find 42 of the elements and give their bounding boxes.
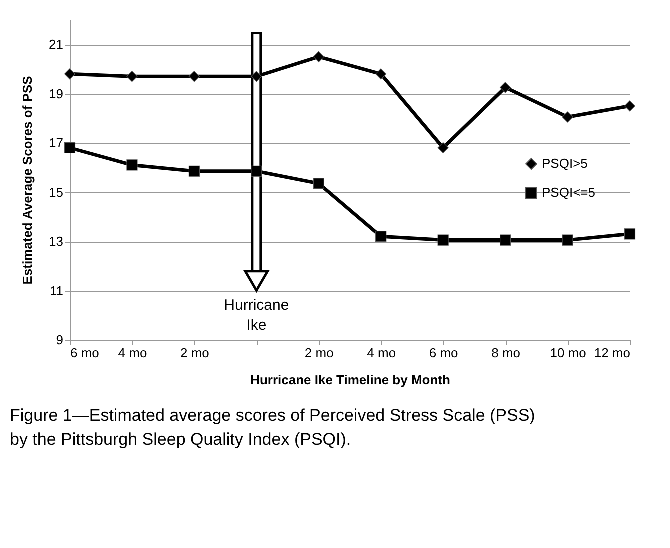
y-tick-label: 19 <box>49 86 64 102</box>
y-tick-label: 17 <box>49 136 64 151</box>
point <box>438 142 449 154</box>
point <box>376 231 387 242</box>
y-tick-label: 11 <box>50 283 64 298</box>
legend-label: PSQI>5 <box>542 156 588 172</box>
point <box>188 166 200 177</box>
point <box>64 68 76 80</box>
point <box>313 178 324 190</box>
x-tick-label: 8 mo <box>492 346 521 360</box>
point <box>624 100 636 112</box>
x-tick-label: 6 mo <box>429 346 458 360</box>
x-tick-label: 4 mo <box>367 346 396 360</box>
point <box>313 51 324 62</box>
y-axis-title: Estimated Average Scores of PSS <box>20 76 36 285</box>
point <box>500 82 512 94</box>
caption: Figure 1—Estimated average scores of Perceived Stress Scale (PSS) by the Pittsburgh Sleep Quality Index (PSQI). <box>10 406 536 449</box>
point <box>188 71 200 82</box>
point <box>251 71 262 82</box>
y-tick-label: 21 <box>49 37 64 52</box>
y-tick-label: 9 <box>56 332 64 348</box>
point <box>624 228 636 240</box>
x-tick-label: 4 mo <box>118 346 148 360</box>
point <box>126 160 138 171</box>
y-tick-label: 13 <box>49 234 64 250</box>
y-tick-label: 15 <box>49 184 64 200</box>
x-tick-label: 12 mo <box>594 346 630 360</box>
x-tick-label: 6 mo <box>70 346 100 360</box>
point <box>562 234 574 246</box>
point <box>64 142 76 154</box>
x-tick-label: 2 mo <box>304 346 334 360</box>
point <box>562 112 574 123</box>
legend-label: PSQI<=5 <box>542 185 596 200</box>
x-tick-label: 2 mo <box>180 346 210 360</box>
point <box>251 166 262 177</box>
point <box>438 234 449 246</box>
x-axis-title: Hurricane Ike Timeline by Month <box>250 372 450 388</box>
point <box>376 68 387 80</box>
x-tick-label: 10 mo <box>550 346 586 360</box>
point <box>126 71 138 82</box>
point <box>500 234 512 246</box>
annotation: Hurricane Ike <box>224 297 290 334</box>
